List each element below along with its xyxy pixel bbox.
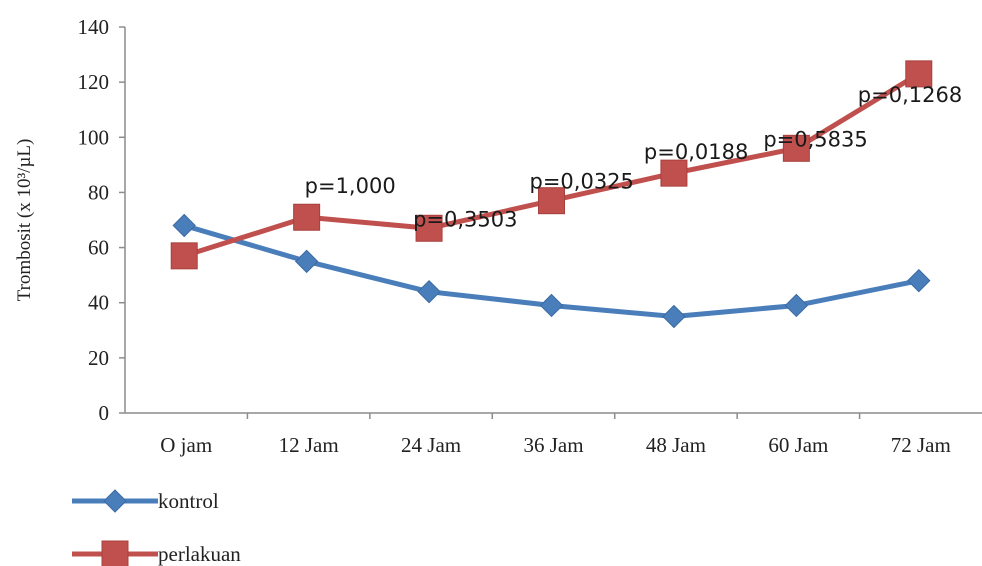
x-tick-label: 36 Jam	[523, 433, 583, 457]
y-tick-label: 140	[78, 15, 110, 39]
legend-label: kontrol	[158, 489, 219, 513]
legend-item-perlakuan: perlakuan	[72, 540, 241, 566]
y-tick-label: 100	[78, 125, 110, 149]
series-kontrol	[172, 213, 931, 329]
y-tick-label: 40	[88, 291, 109, 315]
data-point-kontrol	[294, 249, 319, 274]
data-point-kontrol	[907, 268, 931, 293]
data-point-kontrol	[417, 279, 441, 304]
x-tick-label: 48 Jam	[646, 433, 706, 457]
annotation-layer: p=1,000 p=0,3503 p=0,0325 p=0,0188 p=0,5835 p…	[305, 83, 963, 231]
p-value-annotation: p=0,5835	[763, 127, 867, 151]
series-perlakuan	[170, 60, 933, 270]
data-point-perlakuan	[415, 214, 443, 242]
data-point-kontrol	[539, 293, 564, 318]
y-tick-label: 0	[99, 401, 110, 425]
data-point-perlakuan	[170, 242, 198, 270]
p-value-annotation: p=0,1268	[858, 83, 962, 107]
data-point-perlakuan	[905, 60, 933, 88]
x-tick-label: 24 Jam	[401, 433, 461, 457]
y-tick-label: 60	[88, 236, 109, 260]
data-point-kontrol	[172, 213, 196, 238]
p-value-annotation: p=0,3503	[413, 207, 517, 231]
legend-label: perlakuan	[158, 542, 241, 566]
legend-marker	[103, 489, 127, 513]
data-point-kontrol	[784, 293, 809, 318]
y-tick-label: 80	[88, 180, 109, 204]
y-tick-label: 120	[78, 70, 110, 94]
p-value-annotation: p=0,0188	[644, 140, 748, 164]
y-tick-label: 20	[88, 346, 109, 370]
data-point-perlakuan	[782, 134, 810, 162]
x-tick-label: O jam	[160, 433, 212, 457]
legend: kontrol perlakuan	[72, 489, 241, 566]
p-value-annotation: p=0,0325	[530, 170, 634, 194]
x-axis: O jam 12 Jam 24 Jam 36 Jam 48 Jam 60 Jam 72 Ja…	[125, 412, 982, 457]
series-layer	[170, 60, 933, 329]
x-tick-label: 72 Jam	[891, 433, 951, 457]
legend-item-kontrol: kontrol	[72, 489, 219, 513]
legend-marker	[101, 540, 129, 566]
y-axis: 0 20 40 60 80 100 120 140	[78, 15, 126, 425]
data-point-perlakuan	[660, 159, 688, 187]
data-point-perlakuan	[538, 187, 565, 215]
y-axis-label: Trombosit (x 10³/µL)	[14, 139, 35, 302]
data-point-kontrol	[662, 304, 686, 329]
x-tick-label: 12 Jam	[279, 433, 339, 457]
data-point-perlakuan	[293, 203, 321, 231]
x-tick-label: 60 Jam	[768, 433, 828, 457]
p-value-annotation: p=1,000	[305, 174, 396, 198]
